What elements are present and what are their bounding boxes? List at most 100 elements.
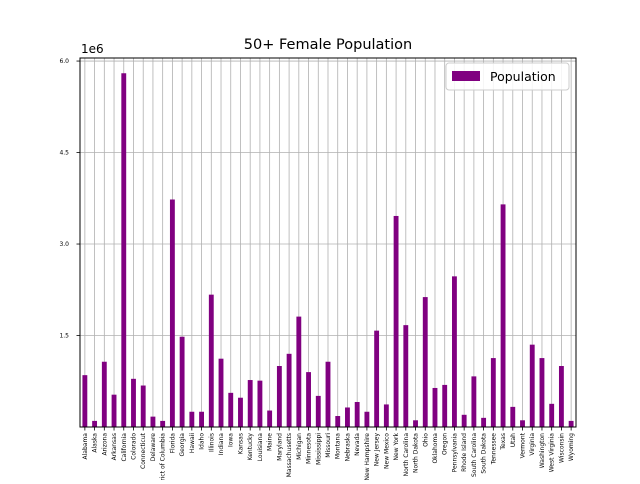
x-tick-label: Illinois bbox=[208, 433, 215, 452]
x-tick-label: Florida bbox=[169, 433, 176, 454]
x-tick-label: Pennsylvania bbox=[451, 433, 458, 473]
x-tick-label: Alaska bbox=[92, 433, 99, 453]
legend-label: Population bbox=[490, 69, 556, 84]
legend: Population bbox=[445, 62, 570, 91]
bar-vermont bbox=[520, 420, 525, 427]
bar-tennessee bbox=[490, 358, 496, 427]
bar-wyoming bbox=[568, 420, 574, 427]
x-tick-label: Virginia bbox=[529, 433, 536, 456]
x-tick-label: Kansas bbox=[237, 433, 244, 454]
bar-connecticut bbox=[140, 385, 146, 427]
x-tick-label: Louisiana bbox=[257, 433, 264, 462]
x-tick-label: Kentucky bbox=[247, 433, 254, 461]
x-tick-label: Maryland bbox=[276, 433, 283, 461]
bar-hawaii bbox=[189, 411, 195, 427]
y-tick-label: 4.5 bbox=[59, 150, 69, 157]
x-tick-label: West Virginia bbox=[549, 433, 556, 473]
bar-nevada bbox=[354, 401, 360, 427]
axis-layer: 1.5 3.0 4.5 6.0 Alabama Alaska Arizona Arkansas… bbox=[59, 57, 577, 484]
bar-ohio bbox=[422, 297, 428, 427]
bar-iowa bbox=[228, 392, 234, 427]
bar-utah bbox=[510, 406, 516, 427]
x-tick-label: Missouri bbox=[325, 433, 332, 458]
bar-texas bbox=[500, 204, 506, 427]
bar-mississippi bbox=[315, 395, 321, 427]
bar-louisiana bbox=[257, 380, 263, 427]
bar-arkansas bbox=[111, 394, 117, 427]
x-tick-label: District of Columbia bbox=[160, 433, 167, 480]
bar-north-carolina bbox=[403, 325, 409, 427]
bar-pennsylvania bbox=[452, 276, 457, 427]
bar-missouri bbox=[325, 361, 331, 427]
x-tick-label: Michigan bbox=[296, 433, 303, 460]
bar-illinois bbox=[208, 294, 214, 427]
bar-kentucky bbox=[247, 380, 253, 427]
bar-oregon bbox=[442, 384, 448, 427]
y-tick-label: 1.5 bbox=[59, 333, 69, 340]
bar-south-carolina bbox=[471, 376, 477, 427]
bar-wisconsin bbox=[558, 366, 564, 427]
x-tick-label: Wyoming bbox=[568, 433, 575, 461]
legend-frame bbox=[445, 62, 570, 91]
bar-layer bbox=[82, 73, 574, 428]
x-tick-label: Tennessee bbox=[490, 433, 497, 466]
bar-maine bbox=[267, 410, 273, 427]
x-tick-label: Alabama bbox=[82, 433, 89, 460]
x-tick-label: Oregon bbox=[442, 433, 449, 455]
x-tick-label: North Carolina bbox=[403, 433, 410, 477]
x-tick-label: Minnesota bbox=[306, 433, 313, 464]
x-tick-label: Arkansas bbox=[111, 433, 118, 460]
bar-new-hampshire bbox=[364, 411, 370, 427]
x-tick-label: Montana bbox=[335, 433, 342, 459]
y-tick-label: 6.0 bbox=[59, 58, 69, 65]
bar-nebraska bbox=[345, 407, 350, 427]
bar-west-virginia bbox=[549, 403, 555, 427]
bar-maryland bbox=[276, 366, 282, 427]
y-axis-scale-label: 1e6 bbox=[81, 42, 104, 56]
bar-virginia bbox=[529, 344, 535, 427]
bar-oklahoma bbox=[432, 387, 438, 427]
x-tick-label: Delaware bbox=[150, 433, 157, 462]
x-tick-label: Texas bbox=[500, 433, 507, 451]
x-tick-label: Maine bbox=[267, 433, 274, 451]
bar-indiana bbox=[218, 358, 224, 427]
bar-florida bbox=[169, 199, 175, 427]
bar-south-dakota bbox=[481, 417, 487, 427]
bar-alabama bbox=[82, 375, 88, 427]
x-tick-label: Idaho bbox=[199, 433, 206, 450]
x-tick-label: Arizona bbox=[101, 433, 108, 456]
bar-alaska bbox=[92, 420, 98, 427]
x-tick-label: New Hampshire bbox=[364, 433, 371, 480]
bar-michigan bbox=[296, 316, 302, 427]
bar-colorado bbox=[131, 378, 136, 427]
bar-georgia bbox=[179, 336, 185, 427]
x-tick-label: New Jersey bbox=[374, 433, 381, 467]
x-tick-label: Utah bbox=[510, 433, 517, 447]
x-tick-label: Rhode Island bbox=[461, 433, 468, 472]
bar-new-jersey bbox=[374, 330, 380, 427]
x-tick-label: South Carolina bbox=[471, 433, 478, 477]
x-tick-label: Nevada bbox=[354, 433, 361, 456]
bar-new-mexico bbox=[383, 404, 389, 427]
x-tick-label: Wisconsin bbox=[558, 433, 565, 463]
bar-kansas bbox=[238, 397, 243, 427]
chart-title: 50+ Female Population bbox=[244, 37, 412, 53]
x-tick-label: Connecticut bbox=[140, 432, 147, 469]
x-tick-label: Iowa bbox=[228, 433, 235, 447]
x-tick-label: Vermont bbox=[520, 432, 527, 458]
legend-swatch bbox=[452, 71, 480, 81]
x-tick-label: Mississippi bbox=[315, 433, 322, 465]
x-tick-label: Georgia bbox=[179, 433, 186, 457]
bar-north-dakota bbox=[413, 420, 418, 427]
x-tick-label: Ohio bbox=[422, 433, 429, 447]
bar-new-york bbox=[393, 215, 399, 427]
x-tick-label: California bbox=[121, 433, 128, 462]
y-tick-label: 3.0 bbox=[59, 241, 69, 248]
bar-massachusetts bbox=[286, 353, 292, 427]
x-tick-label: North Dakota bbox=[413, 433, 420, 473]
bar-washington bbox=[539, 358, 545, 427]
bar-montana bbox=[335, 416, 341, 427]
x-tick-label: Oklahoma bbox=[432, 433, 439, 464]
